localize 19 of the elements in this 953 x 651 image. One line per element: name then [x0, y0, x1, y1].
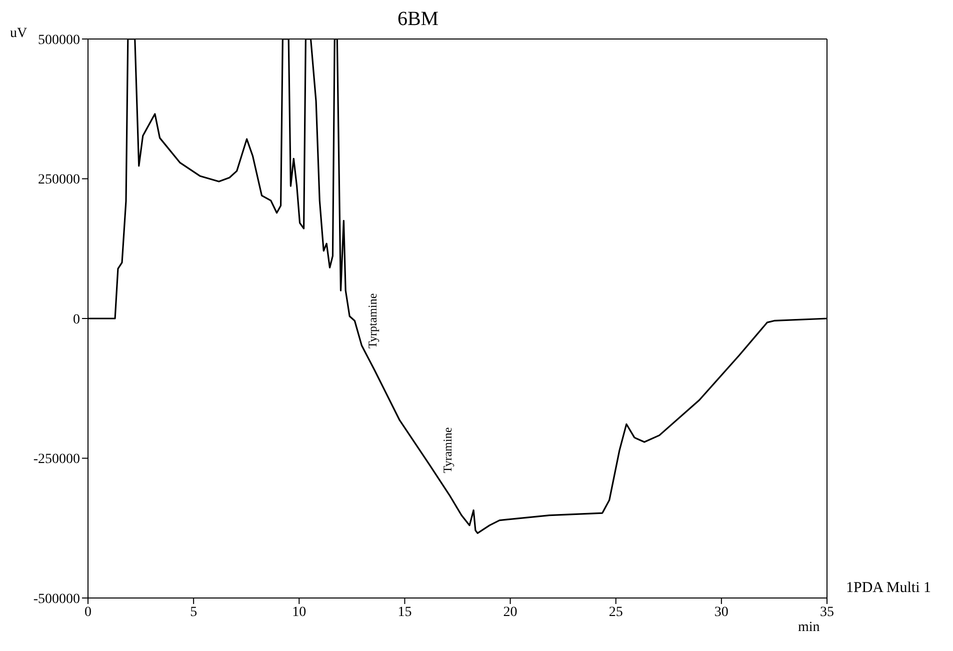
text: 1PDA Multi 1	[846, 580, 932, 597]
chart-title: 6BM	[397, 8, 439, 30]
annotation: Tyramine	[440, 427, 454, 474]
y-tick-label: 250000	[38, 172, 80, 188]
x-tick-label: 35	[820, 604, 834, 620]
y-tick-label: 0	[73, 312, 80, 328]
y-tick-label: 500000	[38, 32, 80, 48]
x-axis-title: min	[798, 620, 820, 636]
y-axis-title: uV	[10, 26, 28, 42]
x-tick-label: 20	[503, 604, 518, 620]
x-tick-label: 25	[608, 604, 623, 620]
x-tick-label: 30	[714, 604, 728, 620]
y-tick-label: -250000	[33, 452, 80, 468]
annotation: Tyrptamine	[366, 293, 380, 348]
y-tick-label: -500000	[33, 592, 80, 607]
x-tick-label: 0	[84, 604, 92, 620]
x-tick-label: 10	[292, 604, 306, 620]
x-tick-label: 5	[190, 604, 198, 620]
x-tick-label: 15	[398, 604, 412, 620]
